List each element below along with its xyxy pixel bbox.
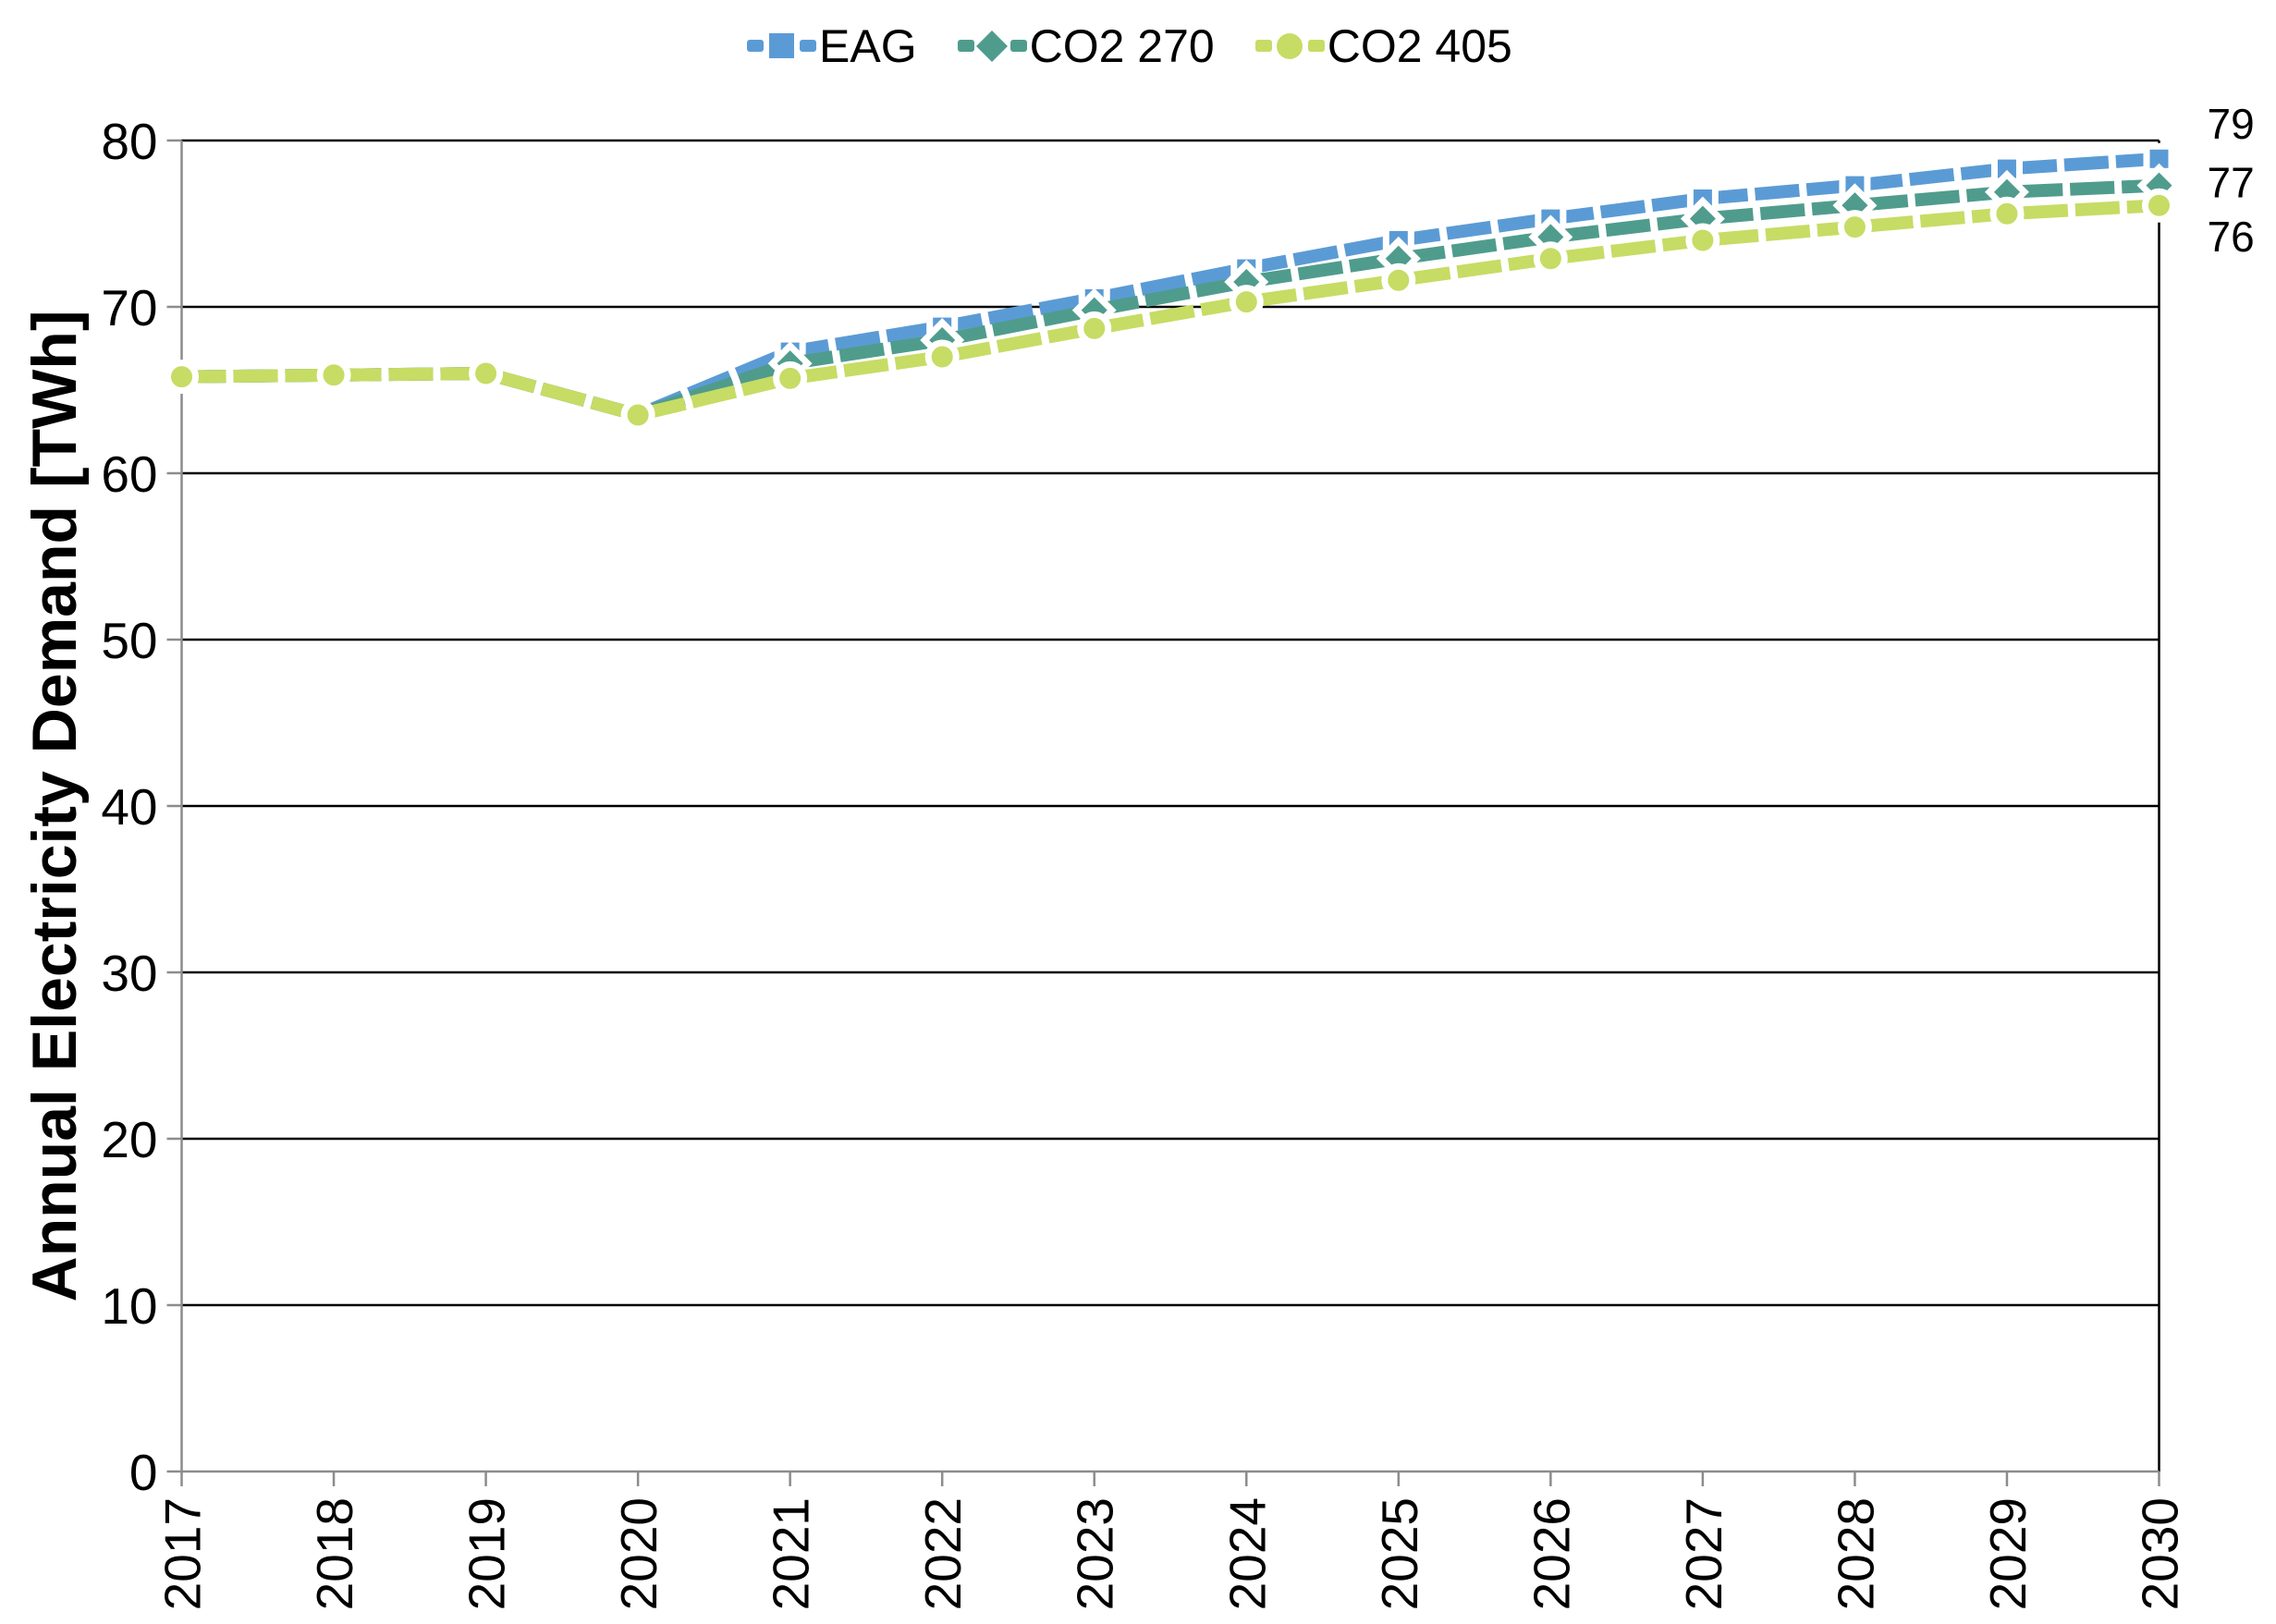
x-tick-label-2026: 2026	[1523, 1497, 1580, 1610]
y-tick-label-10: 10	[101, 1277, 157, 1335]
legend-item-eag: EAG	[747, 20, 917, 72]
circle-marker-icon	[924, 339, 960, 374]
legend-dash	[1010, 40, 1027, 52]
co2-405-line-sample-icon	[1254, 33, 1325, 59]
x-tick-label-2020: 2020	[610, 1497, 667, 1610]
co2-270-line-sample-icon	[957, 31, 1027, 62]
square-marker-icon	[769, 33, 794, 58]
x-tick-label-2028: 2028	[1827, 1497, 1884, 1610]
y-tick-label-30: 30	[101, 945, 157, 1002]
y-tick-label-40: 40	[101, 778, 157, 836]
eag-line-sample-icon	[747, 33, 816, 58]
y-tick-label-70: 70	[101, 279, 157, 336]
circle-marker-icon	[1837, 210, 1872, 245]
circle-marker-icon	[165, 360, 199, 395]
y-tick-label-80: 80	[101, 113, 157, 170]
legend-dash	[957, 40, 974, 52]
x-tick-label-2019: 2019	[459, 1497, 516, 1610]
legend: EAG CO2 270 CO2 405	[747, 20, 1512, 72]
y-tick-label-20: 20	[101, 1111, 157, 1168]
legend-dash	[747, 40, 764, 52]
x-tick-label-2029: 2029	[1979, 1497, 2037, 1610]
x-tick-label-2030: 2030	[2132, 1497, 2189, 1610]
circle-marker-icon	[469, 356, 504, 391]
circle-marker-icon	[1229, 285, 1264, 320]
legend-label-eag: EAG	[819, 20, 917, 72]
legend-item-co2-405: CO2 405	[1254, 20, 1512, 72]
y-tick-label-0: 0	[129, 1444, 158, 1501]
circle-marker-icon	[1989, 196, 2025, 231]
x-tick-label-2024: 2024	[1218, 1497, 1276, 1610]
legend-dash	[800, 40, 816, 52]
circle-marker-icon	[773, 360, 808, 396]
series-line-co2-405	[181, 199, 2160, 421]
x-tick-label-2022: 2022	[914, 1497, 972, 1610]
legend-item-co2-270: CO2 270	[957, 20, 1215, 72]
y-tick-label-50: 50	[101, 612, 157, 669]
x-tick-label-2018: 2018	[306, 1497, 363, 1610]
circle-marker-icon	[2142, 188, 2176, 223]
legend-label-co2-270: CO2 270	[1029, 20, 1215, 72]
circle-marker-icon	[1276, 33, 1303, 59]
x-tick-label-2025: 2025	[1371, 1497, 1428, 1610]
x-tick-label-2021: 2021	[763, 1497, 820, 1610]
circle-marker-icon	[1077, 311, 1112, 346]
legend-dash	[1254, 40, 1272, 52]
circle-marker-icon	[1685, 223, 1720, 258]
end-label-eag: 79	[2208, 100, 2255, 148]
y-tick-label-60: 60	[101, 446, 157, 503]
end-label-co2-405: 76	[2208, 213, 2255, 261]
circle-marker-icon	[1381, 263, 1416, 298]
y-axis-title: Annual Electricity Demand [TWh]	[19, 311, 90, 1302]
circle-marker-icon	[620, 397, 655, 433]
circle-marker-icon	[316, 358, 351, 393]
legend-label-co2-405: CO2 405	[1327, 20, 1512, 72]
x-tick-label-2027: 2027	[1675, 1497, 1732, 1610]
legend-dash	[1307, 40, 1325, 52]
end-label-co2-270: 77	[2208, 159, 2255, 207]
x-tick-label-2017: 2017	[154, 1497, 212, 1610]
diamond-marker-icon	[975, 31, 1008, 62]
x-tick-label-2023: 2023	[1067, 1497, 1124, 1610]
circle-marker-icon	[1533, 241, 1568, 276]
